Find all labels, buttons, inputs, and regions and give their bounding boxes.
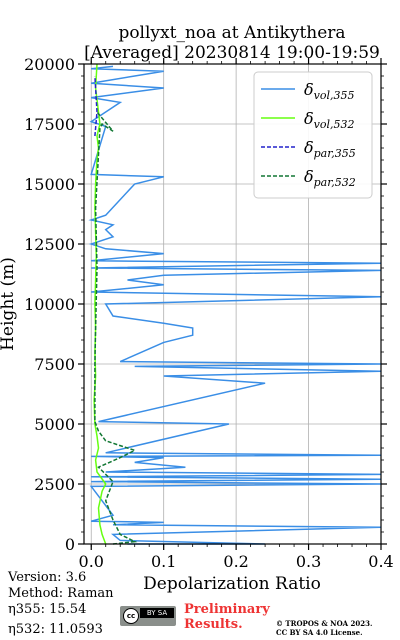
- preliminary-line-2: Results.: [184, 617, 243, 632]
- x-tick-label: 0.4: [368, 552, 393, 571]
- chart-title: pollyxt_noa at Antikythera: [118, 23, 345, 43]
- legend-box: [253, 71, 373, 199]
- y-tick-label: 5000: [34, 415, 75, 434]
- legend-label: δvol,355: [304, 80, 355, 102]
- copyright-credit: © TROPOS & NOA 2023. CC BY SA 4.0 Licens…: [276, 619, 372, 637]
- series-layer: [88, 63, 382, 545]
- chart-subtitle: [Averaged] 20230814 19:00-19:59: [84, 43, 380, 63]
- x-tick-label: 0.3: [296, 552, 321, 571]
- y-tick-label: 0: [65, 535, 75, 554]
- cc-license-logo: cc BY SA: [120, 606, 176, 626]
- y-tick-label: 20000: [24, 55, 75, 74]
- series-line: [88, 65, 382, 545]
- x-tick-label: 0.2: [223, 552, 248, 571]
- eta355-label: η355:: [8, 602, 45, 617]
- eta355-row: η355: 15.54: [8, 602, 86, 618]
- cc-badge-text: BY SA: [140, 608, 174, 618]
- legend: δvol,355 δvol,532 δpar,355 δpar,532: [253, 71, 373, 199]
- x-axis-label: Depolarization Ratio: [143, 574, 321, 594]
- eta532-row: η532: 11.0593: [8, 622, 103, 638]
- legend-label: δvol,532: [304, 109, 355, 131]
- y-axis-label: Height (m): [0, 257, 18, 351]
- series-line: [94, 75, 98, 137]
- cc-icon: cc: [123, 608, 139, 624]
- method-text: Method: Raman: [8, 586, 114, 601]
- eta532-label: η532:: [8, 622, 45, 637]
- preliminary-line-1: Preliminary: [184, 602, 270, 617]
- y-tick-label: 17500: [24, 115, 75, 134]
- eta355-value: 15.54: [49, 602, 87, 617]
- legend-label: δpar,532: [304, 167, 356, 189]
- x-tick-label: 0.0: [79, 552, 104, 571]
- series-line: [94, 111, 138, 545]
- credit-line-1: © TROPOS & NOA 2023.: [276, 619, 373, 628]
- legend-label: δpar,355: [304, 138, 356, 160]
- eta532-value: 11.0593: [49, 622, 103, 637]
- x-tick-label: 0.1: [151, 552, 176, 571]
- credit-line-2: CC BY SA 4.0 License.: [276, 628, 363, 637]
- preliminary-notice: Preliminary Results.: [184, 602, 270, 632]
- y-tick-label: 15000: [24, 175, 75, 194]
- y-tick-label: 12500: [24, 235, 75, 254]
- y-tick-label: 10000: [24, 295, 75, 314]
- y-tick-label: 7500: [34, 355, 75, 374]
- axes: 0.0 0.1 0.2 0.3 0.4 0 2500 5000 7500 10000 12500 15…: [24, 55, 394, 571]
- y-tick-label: 2500: [34, 475, 75, 494]
- version-text: Version: 3.6: [8, 570, 87, 585]
